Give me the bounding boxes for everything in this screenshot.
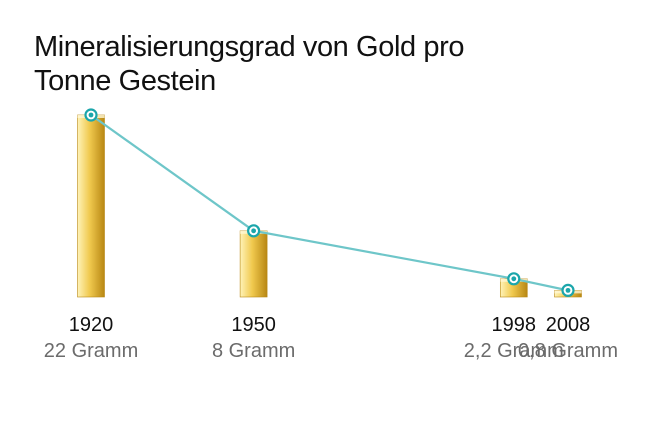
value-label-2008: 0,8 Gramm [518,340,618,362]
chart-title: Mineralisierungsgrad von Gold pro Tonne … [34,30,654,98]
labels-group: 1920 22 Gramm 1950 8 Gramm 1998 2,2 Gramm 2008… [44,314,618,362]
trend-line [90,114,569,292]
trend-line-group [84,108,575,297]
bar-1950 [239,230,268,298]
point-dot-1998 [511,276,517,282]
point-dot-2008 [565,287,571,293]
year-label-2008: 2008 [546,314,591,336]
point-dot-1950 [251,228,257,234]
value-label-1920: 22 Gramm [44,340,138,362]
year-label-1920: 1920 [69,314,114,336]
value-label-1998: 2,2 Gramm [464,340,564,362]
bars-group [77,114,582,298]
value-label-1950: 8 Gramm [212,340,295,362]
year-label-1950: 1950 [231,314,276,336]
chart-title-line-2: Tonne Gestein [34,65,216,97]
point-dot-1920 [88,112,94,118]
year-label-1998: 1998 [492,314,537,336]
chart-title-line-1: Mineralisierungsgrad von Gold pro [34,31,465,63]
bar-1920 [77,114,105,298]
